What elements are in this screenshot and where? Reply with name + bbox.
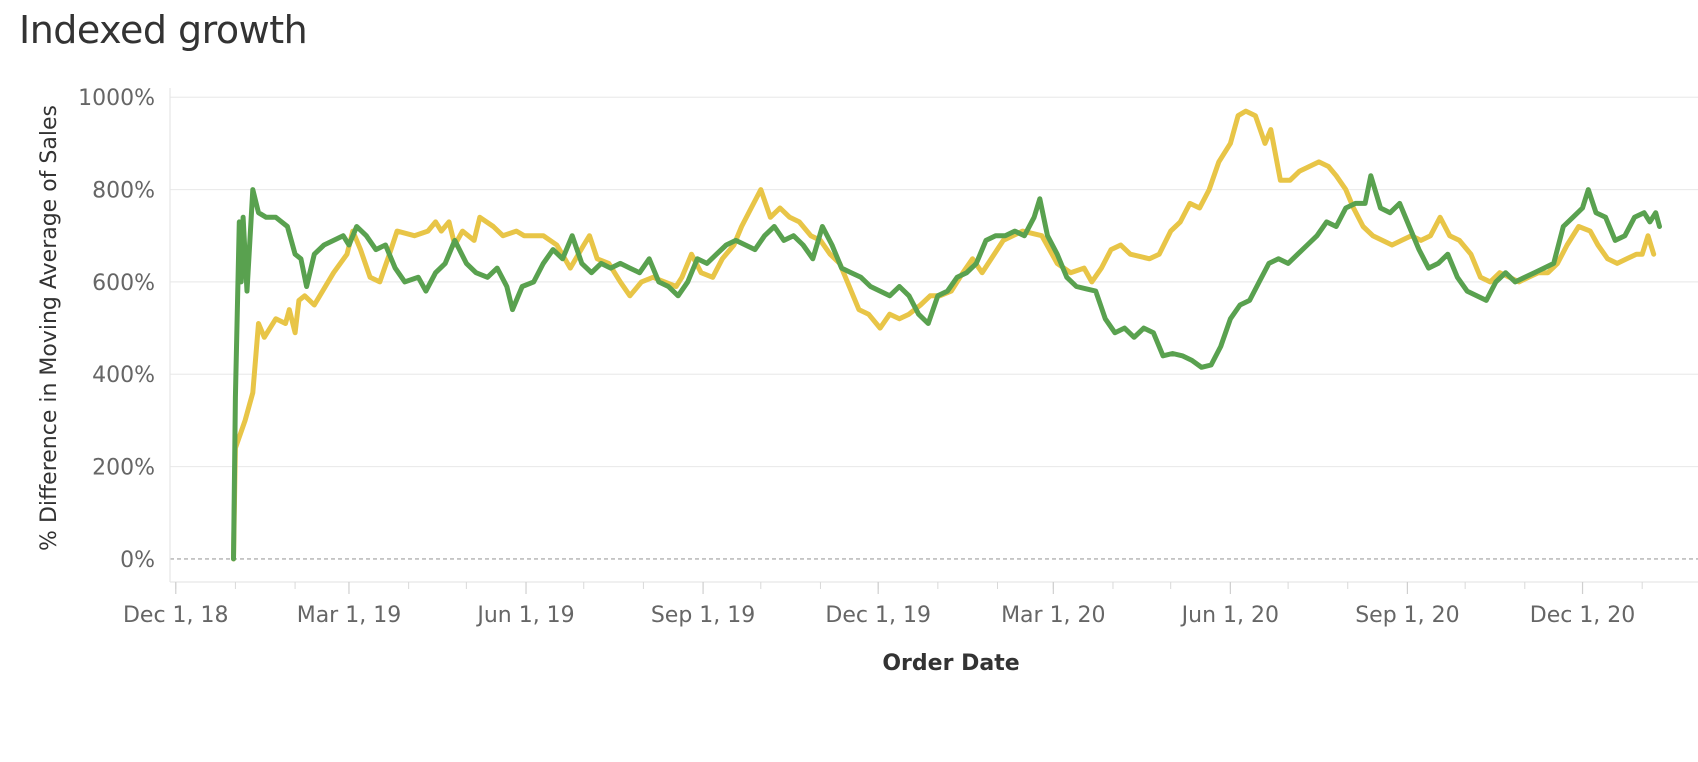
x-tick-label: Sep 1, 20: [1355, 603, 1459, 628]
y-tick-label: 200%: [92, 456, 155, 481]
series-line-1[interactable]: [231, 108, 1657, 562]
x-tick-label: Mar 1, 20: [1001, 603, 1105, 628]
x-tick-labels: Dec 1, 18 Mar 1, 19 Jun 1, 19 Sep 1, 19 Dec …: [123, 603, 1635, 628]
y-tick-labels: 0% 200% 400% 600% 800% 1000%: [78, 86, 155, 573]
series-line-2[interactable]: [231, 173, 1662, 562]
y-tick-label: 600%: [92, 271, 155, 296]
y-axis-title: % Difference in Moving Average of Sales: [37, 105, 62, 551]
x-tick-label: Jun 1, 20: [1180, 603, 1279, 628]
y-tick-label: 1000%: [78, 86, 155, 111]
x-tick-label: Dec 1, 19: [825, 603, 931, 628]
y-tick-label: 800%: [92, 179, 155, 204]
grid-lines: [170, 96, 1698, 560]
x-tick-label: Jun 1, 19: [475, 603, 574, 628]
y-tick-label: 0%: [120, 548, 155, 573]
x-tick-label: Dec 1, 20: [1530, 603, 1636, 628]
x-tick-label: Mar 1, 19: [297, 603, 401, 628]
chart-title: Indexed growth: [19, 8, 308, 52]
x-tick-label: Dec 1, 18: [123, 603, 229, 628]
x-axis-title: Order Date: [882, 651, 1019, 676]
x-tick-label: Sep 1, 19: [651, 603, 755, 628]
axes: [169, 88, 1698, 594]
y-tick-label: 400%: [92, 363, 155, 388]
series-lines: [231, 108, 1662, 562]
